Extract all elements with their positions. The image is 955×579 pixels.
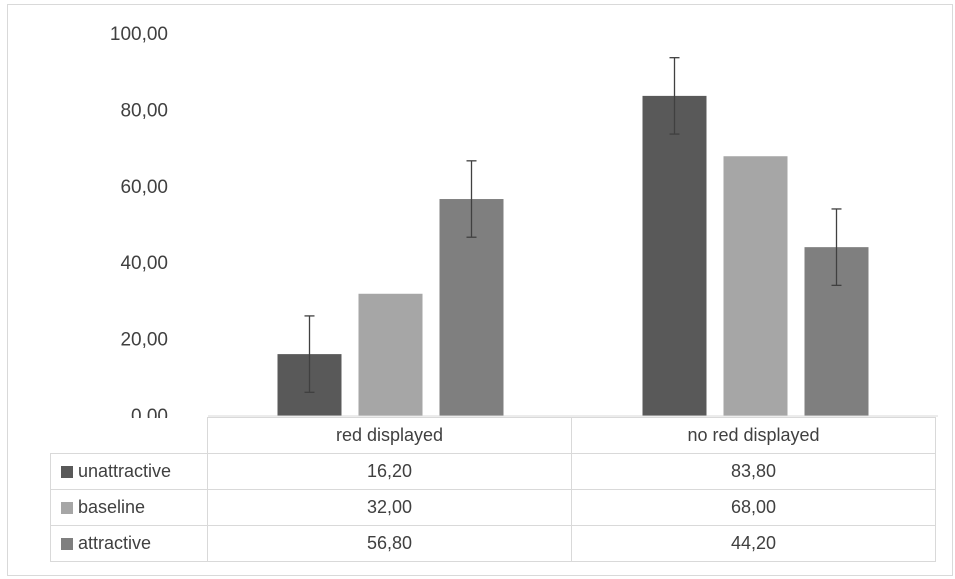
series-label-baseline: baseline [50, 489, 208, 526]
table-cell: 68,00 [571, 489, 936, 526]
table-cell: 56,80 [207, 525, 572, 562]
y-axis: 0,00 20,00 40,00 60,00 80,00 100,00 [110, 24, 168, 418]
series-name: attractive [78, 533, 152, 553]
y-tick-label: 60,00 [120, 177, 168, 198]
legend-swatch-baseline [61, 502, 73, 514]
bar-chart: 0,00 20,00 40,00 60,00 80,00 100,00 [110, 24, 938, 418]
data-table: red displayed no red displayed unattract… [50, 417, 936, 562]
table-cell: 83,80 [571, 453, 936, 490]
y-tick-label: 100,00 [110, 24, 168, 45]
error-bar [466, 160, 477, 238]
error-bar [304, 315, 315, 393]
series-name: baseline [78, 497, 146, 517]
chart-frame [7, 4, 953, 576]
table-cell: 32,00 [207, 489, 572, 526]
series-name: unattractive [78, 461, 172, 481]
bar-baseline [723, 156, 788, 417]
error-bar [669, 57, 680, 135]
y-tick-label: 20,00 [120, 330, 168, 351]
table-cell: 44,20 [571, 525, 936, 562]
table-row: baseline 32,00 68,00 [50, 489, 936, 526]
error-bar [831, 208, 842, 287]
y-tick-label: 80,00 [120, 100, 168, 121]
category-label: red displayed [207, 417, 572, 454]
table-row: attractive 56,80 44,20 [50, 525, 936, 562]
table-row: unattractive 16,20 83,80 [50, 453, 936, 490]
legend-swatch-unattractive [61, 466, 73, 478]
y-tick-label: 40,00 [120, 253, 168, 274]
legend-swatch-attractive [61, 538, 73, 550]
y-tick-label: 0,00 [131, 406, 168, 418]
table-cell: 16,20 [207, 453, 572, 490]
error-bars [304, 57, 842, 393]
category-label: no red displayed [571, 417, 936, 454]
bar-baseline [358, 293, 423, 416]
table-corner [50, 417, 208, 454]
series-label-attractive: attractive [50, 525, 208, 562]
series-label-unattractive: unattractive [50, 453, 208, 490]
table-header-row: red displayed no red displayed [50, 417, 936, 454]
bars [277, 95, 869, 417]
bar-unattractive [642, 95, 707, 416]
